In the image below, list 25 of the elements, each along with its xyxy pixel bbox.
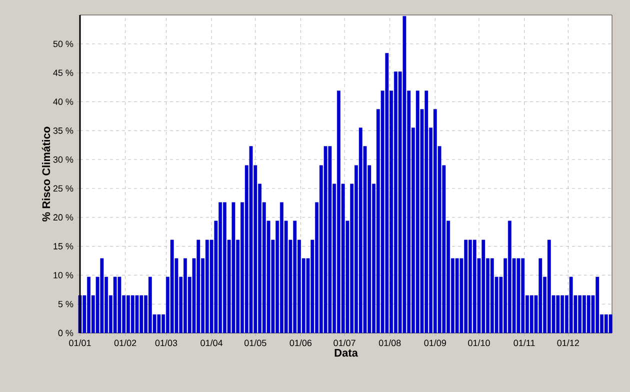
y-tick-label: 25 % bbox=[53, 185, 74, 192]
x-tick-label: 01/04 bbox=[200, 340, 223, 346]
y-tick-label: 0 % bbox=[58, 330, 74, 336]
x-tick-label: 01/06 bbox=[290, 340, 312, 346]
y-tick-label: 50 % bbox=[53, 40, 74, 48]
y-tick-label: 20 % bbox=[53, 214, 74, 221]
x-tick-label: 01/07 bbox=[334, 340, 356, 346]
y-tick-label: 30 % bbox=[53, 156, 74, 163]
y-axis-title: % Risco Climático bbox=[42, 126, 50, 222]
x-tick-label: 01/12 bbox=[557, 340, 579, 346]
x-tick-label: 01/05 bbox=[244, 340, 266, 346]
y-tick-label: 5 % bbox=[58, 300, 74, 308]
y-tick-label: 15 % bbox=[54, 243, 74, 250]
y-tick-label: 45 % bbox=[53, 70, 74, 76]
x-tick-label: 01/03 bbox=[155, 340, 178, 346]
y-tick-label: 35 % bbox=[53, 127, 74, 134]
x-tick-label: 01/01 bbox=[69, 340, 91, 346]
x-tick-label: 01/09 bbox=[424, 340, 446, 346]
x-tick-label: 01/08 bbox=[378, 340, 401, 346]
x-tick-label: 01/11 bbox=[514, 340, 535, 346]
y-tick-label: 10 % bbox=[54, 272, 74, 278]
x-tick-label: 01/10 bbox=[468, 340, 490, 346]
x-tick-label: 01/02 bbox=[114, 340, 136, 346]
y-tick-label: 40 % bbox=[53, 98, 74, 105]
x-axis-title: Data bbox=[334, 349, 358, 357]
